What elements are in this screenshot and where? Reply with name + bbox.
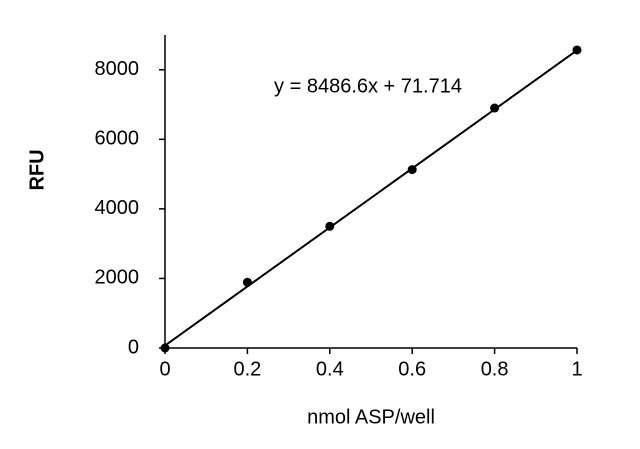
data-point xyxy=(160,343,170,353)
y-tick-label: 4000 xyxy=(95,197,140,219)
x-tick-label: 0.8 xyxy=(481,358,509,380)
data-point xyxy=(325,221,335,231)
x-tick-label: 1 xyxy=(571,358,582,380)
x-tick-label: 0.6 xyxy=(398,358,426,380)
data-point xyxy=(242,277,252,287)
y-tick-label: 2000 xyxy=(95,267,140,289)
x-tick-label: 0 xyxy=(159,358,170,380)
y-tick-label: 0 xyxy=(128,336,139,358)
data-point xyxy=(407,165,417,175)
data-point xyxy=(490,103,500,113)
trendline xyxy=(164,49,578,347)
x-tick-label: 0.4 xyxy=(316,358,344,380)
y-tick-label: 6000 xyxy=(95,128,140,150)
y-tick-label: 8000 xyxy=(95,58,140,80)
y-axis-label: RFU xyxy=(26,149,48,190)
data-point xyxy=(572,45,582,55)
x-tick-label: 0.2 xyxy=(233,358,261,380)
trendline-equation: y = 8486.6x + 71.714 xyxy=(274,75,462,97)
x-axis-label: nmol ASP/well xyxy=(307,406,435,428)
